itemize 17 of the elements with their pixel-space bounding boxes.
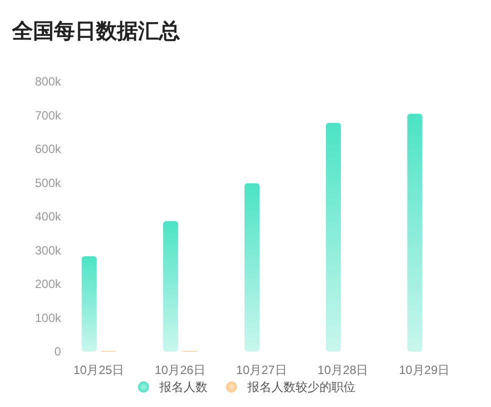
x-tick-label: 10月29日 [398, 363, 450, 377]
y-tick-label: 400k [34, 210, 62, 224]
y-tick-label: 800k [34, 74, 62, 89]
legend-label: 报名人数较少的职位 [246, 380, 356, 394]
y-tick-label: 600k [34, 142, 62, 156]
legend-label: 报名人数 [158, 380, 208, 394]
y-tick-label: 700k [34, 108, 62, 122]
x-tick-label: 10月28日 [318, 363, 368, 377]
y-tick-label: 200k [34, 277, 62, 292]
x-tick-label: 10月26日 [154, 363, 206, 377]
x-tick-label: 10月27日 [236, 363, 287, 377]
y-tick-label: 300k [34, 243, 62, 258]
x-tick-label: 10月25日 [73, 363, 124, 377]
y-tick-label: 500k [34, 176, 62, 190]
y-tick-label: 100k [34, 310, 62, 325]
y-tick-label: 0 [54, 344, 62, 359]
chart-title: 全国每日数据汇总 [11, 20, 180, 43]
